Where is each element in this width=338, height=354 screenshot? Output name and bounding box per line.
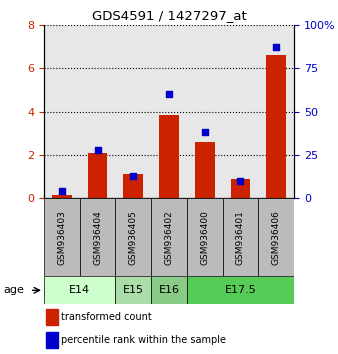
- Text: GSM936401: GSM936401: [236, 210, 245, 265]
- Bar: [123, 175, 143, 198]
- Point: [130, 173, 136, 178]
- Text: GSM936400: GSM936400: [200, 210, 209, 265]
- Bar: [195, 142, 215, 198]
- Bar: [187, 276, 294, 304]
- Point: [273, 45, 279, 50]
- Bar: [44, 276, 115, 304]
- Bar: [46, 332, 58, 348]
- Bar: [151, 198, 187, 276]
- Bar: [52, 195, 72, 198]
- Bar: [223, 25, 258, 198]
- Text: age: age: [3, 285, 24, 295]
- Text: GSM936404: GSM936404: [93, 210, 102, 264]
- Bar: [115, 198, 151, 276]
- Bar: [159, 115, 179, 198]
- Bar: [44, 25, 80, 198]
- Text: GSM936406: GSM936406: [272, 210, 281, 265]
- Text: E15: E15: [123, 285, 144, 295]
- Bar: [258, 25, 294, 198]
- Bar: [115, 276, 151, 304]
- Text: transformed count: transformed count: [62, 312, 152, 322]
- Bar: [115, 25, 151, 198]
- Point: [238, 178, 243, 184]
- Text: E16: E16: [159, 285, 179, 295]
- Title: GDS4591 / 1427297_at: GDS4591 / 1427297_at: [92, 9, 246, 22]
- Text: E14: E14: [69, 285, 90, 295]
- Bar: [187, 25, 223, 198]
- Bar: [44, 198, 80, 276]
- Bar: [223, 198, 258, 276]
- Point: [202, 130, 208, 135]
- Bar: [80, 25, 115, 198]
- Bar: [187, 198, 223, 276]
- Bar: [88, 153, 107, 198]
- Text: GSM936403: GSM936403: [57, 210, 66, 265]
- Bar: [266, 55, 286, 198]
- Point: [166, 91, 172, 97]
- Point: [95, 147, 100, 153]
- Text: percentile rank within the sample: percentile rank within the sample: [62, 335, 226, 345]
- Text: GSM936405: GSM936405: [129, 210, 138, 265]
- Bar: [80, 198, 115, 276]
- Text: GSM936402: GSM936402: [165, 210, 173, 264]
- Bar: [151, 25, 187, 198]
- Text: E17.5: E17.5: [224, 285, 256, 295]
- Bar: [231, 179, 250, 198]
- Bar: [258, 198, 294, 276]
- Bar: [46, 309, 58, 325]
- Bar: [151, 276, 187, 304]
- Point: [59, 188, 65, 194]
